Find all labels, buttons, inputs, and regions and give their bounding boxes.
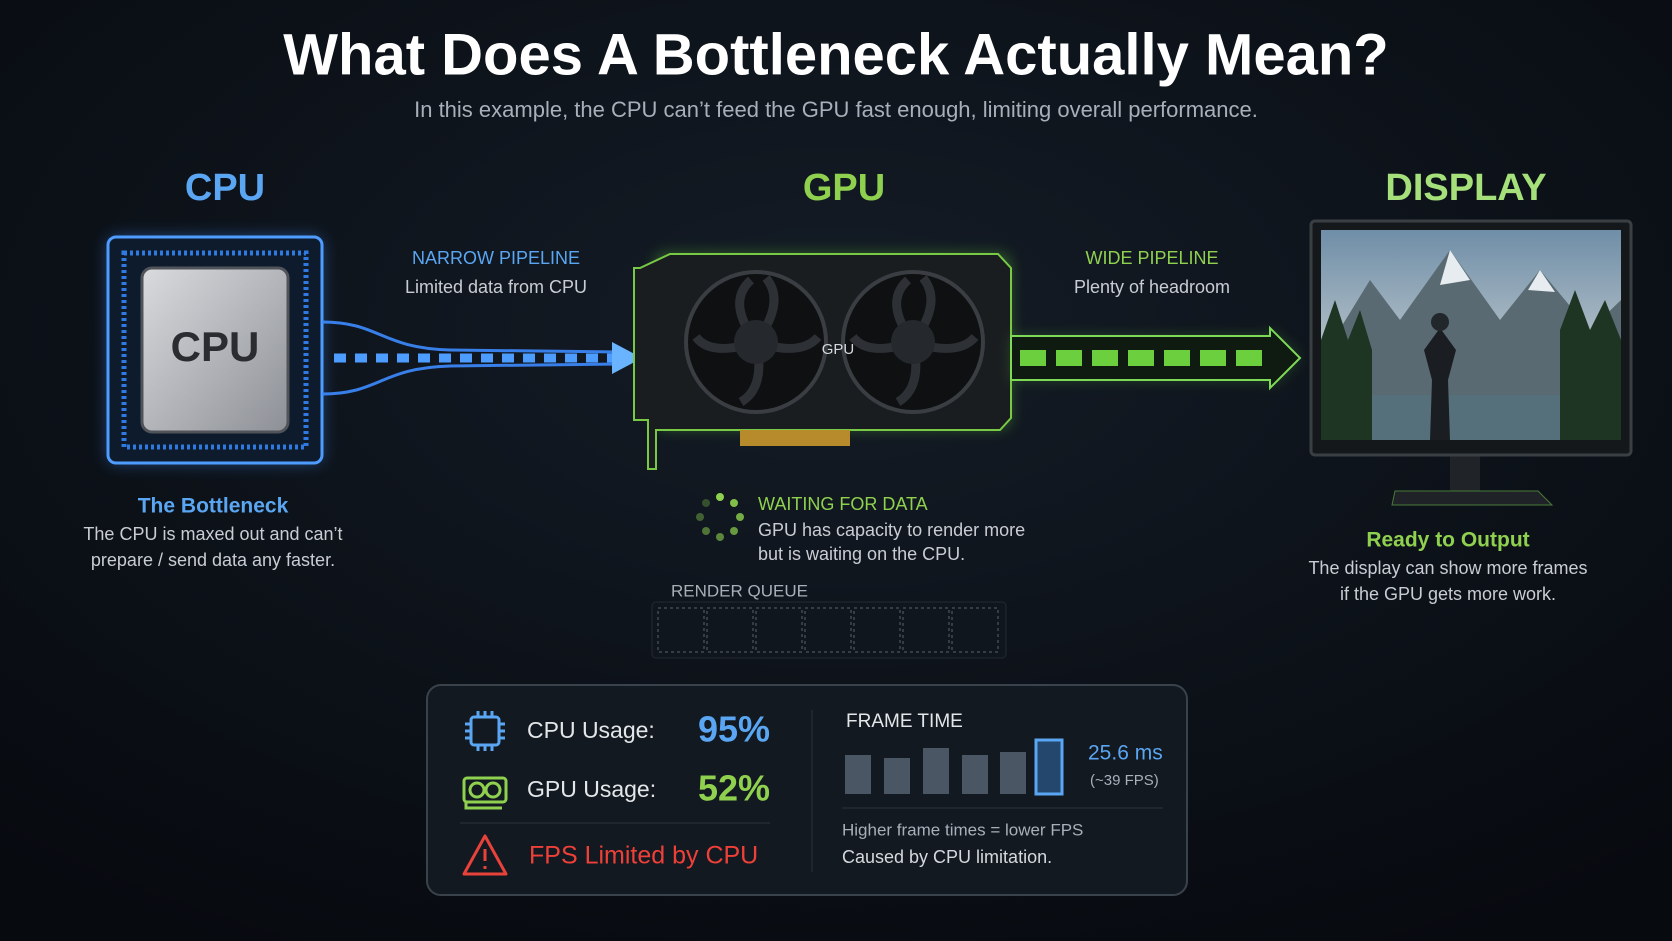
monitor bbox=[1309, 219, 1633, 506]
pipeline-subtitle: Limited data from CPU bbox=[405, 277, 587, 297]
gpu-card-label: GPU bbox=[822, 341, 855, 358]
cpu-caption-title: The Bottleneck bbox=[138, 495, 289, 518]
gpu-card: GPU bbox=[633, 253, 1012, 470]
cpu-heading: CPU bbox=[185, 167, 265, 209]
spinner bbox=[696, 493, 744, 541]
frame-time-title: FRAME TIME bbox=[846, 711, 963, 732]
display-caption-line: if the GPU gets more work. bbox=[1340, 584, 1556, 604]
gpu-status-title: WAITING FOR DATA bbox=[758, 494, 928, 514]
display-heading: DISPLAY bbox=[1385, 167, 1546, 209]
pipeline-title: NARROW PIPELINE bbox=[412, 248, 580, 268]
narrow-pipeline bbox=[321, 320, 642, 396]
cpu-usage-value: 95% bbox=[698, 709, 770, 750]
display-caption-title: Ready to Output bbox=[1366, 529, 1529, 552]
gpu-usage-label: GPU Usage: bbox=[527, 776, 656, 802]
pipeline-title: WIDE PIPELINE bbox=[1085, 248, 1218, 268]
title: What Does A Bottleneck Actually Mean? bbox=[283, 22, 1388, 87]
cpu-caption-line: prepare / send data any faster. bbox=[91, 550, 335, 570]
warning-icon bbox=[462, 834, 508, 876]
cpu-chip-label: CPU bbox=[171, 323, 260, 370]
gpu-usage-value: 52% bbox=[698, 768, 770, 809]
stats-panel bbox=[426, 684, 1188, 896]
cpu-caption-line: The CPU is maxed out and can’t bbox=[83, 524, 342, 544]
frame-time-note: Caused by CPU limitation. bbox=[842, 847, 1052, 867]
gpu-status-line: GPU has capacity to render more bbox=[758, 520, 1025, 540]
queue-label: RENDER QUEUE bbox=[671, 581, 808, 600]
gpu-status-line: but is waiting on the CPU. bbox=[758, 544, 965, 564]
display-caption-line: The display can show more frames bbox=[1308, 558, 1587, 578]
cpu-usage-label: CPU Usage: bbox=[527, 717, 655, 743]
frame-time-note: Higher frame times = lower FPS bbox=[842, 820, 1083, 839]
gpu-heading: GPU bbox=[803, 167, 885, 209]
wide-pipeline bbox=[1010, 325, 1302, 391]
frame-time-value: 25.6 ms bbox=[1088, 742, 1163, 765]
gpu-icon bbox=[462, 776, 508, 810]
frame-time-bars bbox=[845, 738, 1064, 796]
warning-text: FPS Limited by CPU bbox=[529, 842, 758, 870]
subtitle: In this example, the CPU can’t feed the … bbox=[414, 97, 1258, 122]
cpu-icon bbox=[465, 711, 505, 751]
frame-time-fps: (~39 FPS) bbox=[1090, 772, 1159, 789]
cpu-chip: CPU bbox=[106, 235, 324, 465]
pipeline-subtitle: Plenty of headroom bbox=[1074, 277, 1230, 297]
render-queue bbox=[651, 601, 1007, 659]
